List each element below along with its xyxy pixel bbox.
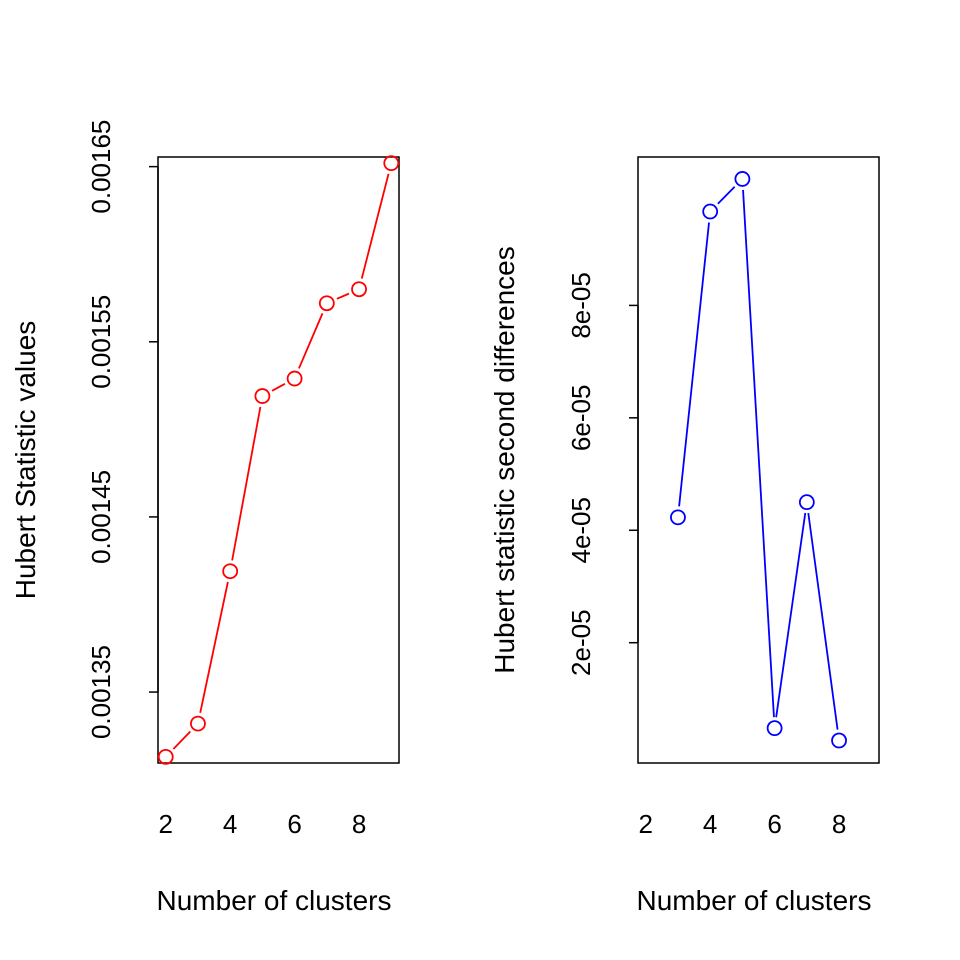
- left-series-line: [157, 155, 400, 765]
- data-point: [351, 281, 367, 298]
- data-point: [383, 155, 400, 172]
- x-tick-label: 4: [223, 809, 237, 839]
- series-segment: [231, 406, 262, 561]
- series-segment: [298, 313, 324, 369]
- series-segment: [172, 730, 191, 750]
- x-tick-label: 2: [638, 809, 652, 839]
- left-y-axis: 0.00135 0.00145 0.00155 0.00165: [86, 120, 159, 739]
- right-x-axis-title: Number of clusters: [637, 885, 872, 916]
- right-plot: 2e-05 4e-05 6e-05 8e-05 2 4 6 8 Number of clus…: [489, 156, 880, 916]
- data-point: [702, 203, 719, 220]
- x-tick-label: 8: [832, 809, 846, 839]
- x-tick-label: 6: [287, 809, 301, 839]
- y-tick-label: 6e-05: [566, 385, 596, 452]
- left-x-axis: 2 4 6 8: [158, 809, 366, 839]
- x-tick-label: 2: [158, 809, 172, 839]
- data-point: [766, 720, 783, 737]
- right-y-axis: 2e-05 4e-05 6e-05 8e-05: [566, 272, 639, 676]
- series-segment: [271, 383, 286, 392]
- series-segment: [336, 292, 350, 300]
- y-tick-label: 2e-05: [566, 609, 596, 676]
- left-plot: 0.00135 0.00145 0.00155 0.00165 2 4 6 8 Number…: [10, 120, 400, 916]
- y-tick-label: 0.00155: [86, 295, 116, 389]
- x-tick-label: 4: [703, 809, 717, 839]
- x-tick-label: 6: [767, 809, 781, 839]
- series-segment: [775, 512, 807, 718]
- right-series-line: [670, 171, 847, 749]
- data-point: [222, 563, 239, 580]
- data-point: [734, 171, 751, 187]
- series-segment: [678, 222, 710, 507]
- data-point: [670, 509, 686, 526]
- x-tick-label: 8: [352, 809, 366, 839]
- series-segment: [807, 512, 839, 730]
- left-y-axis-title: Hubert Statistic values: [10, 321, 41, 600]
- y-tick-label: 0.00135: [86, 645, 116, 739]
- data-point: [798, 494, 815, 511]
- series-segment: [742, 189, 775, 718]
- data-point: [318, 295, 335, 312]
- left-x-axis-title: Number of clusters: [157, 885, 392, 916]
- right-x-axis: 2 4 6 8: [638, 809, 846, 839]
- data-point: [254, 388, 271, 404]
- y-tick-label: 4e-05: [566, 497, 596, 564]
- y-tick-label: 0.00145: [86, 470, 116, 564]
- y-tick-label: 8e-05: [566, 272, 596, 339]
- right-y-axis-title: Hubert statistic second differences: [489, 246, 520, 673]
- data-point: [157, 748, 174, 765]
- series-segment: [199, 581, 229, 714]
- series-segment: [360, 173, 390, 279]
- series-segment: [717, 186, 736, 205]
- data-point: [831, 732, 847, 749]
- y-tick-label: 0.00165: [86, 120, 116, 214]
- data-point: [190, 715, 206, 732]
- data-point: [286, 370, 303, 387]
